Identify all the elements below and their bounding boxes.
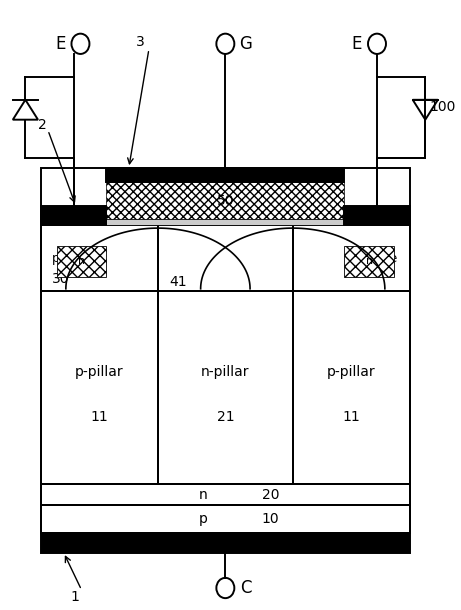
Bar (41, 505, 409, 533)
Text: E: E (55, 35, 65, 53)
Bar (344, 246, 394, 277)
Bar (293, 292, 409, 484)
Text: p-base: p-base (356, 252, 398, 265)
Text: 1: 1 (71, 590, 79, 604)
Bar (158, 292, 293, 484)
Bar (158, 225, 293, 292)
Bar (41, 206, 106, 225)
Bar (344, 206, 409, 225)
Bar (293, 225, 409, 292)
Text: C: C (240, 579, 251, 597)
Bar (57, 246, 106, 277)
Text: p-base: p-base (53, 252, 95, 265)
Bar (41, 533, 409, 553)
Text: n: n (199, 487, 207, 501)
Bar (106, 219, 344, 225)
Text: 30: 30 (53, 271, 70, 285)
Text: 11: 11 (342, 409, 360, 423)
Text: G: G (239, 35, 252, 53)
Bar (106, 168, 344, 182)
Text: p-pillar: p-pillar (75, 365, 124, 379)
Text: 10: 10 (261, 512, 279, 526)
Text: 100: 100 (430, 100, 456, 114)
Bar (106, 182, 344, 219)
Text: E: E (352, 35, 362, 53)
Text: 20: 20 (261, 487, 279, 501)
Text: 50: 50 (217, 193, 234, 207)
Text: p: p (198, 512, 207, 526)
Bar (41, 292, 158, 484)
Text: 2: 2 (38, 118, 47, 132)
Bar (41, 168, 409, 533)
Bar (41, 484, 409, 505)
Text: 11: 11 (91, 409, 108, 423)
Text: n: n (366, 256, 372, 267)
Bar (41, 225, 158, 292)
Text: p-pillar: p-pillar (327, 365, 375, 379)
Text: n-pillar: n-pillar (201, 365, 249, 379)
Text: 90: 90 (217, 181, 234, 195)
Text: n: n (78, 256, 85, 267)
Text: 41: 41 (169, 275, 187, 289)
Text: 3: 3 (136, 35, 144, 49)
Text: 21: 21 (217, 409, 234, 423)
